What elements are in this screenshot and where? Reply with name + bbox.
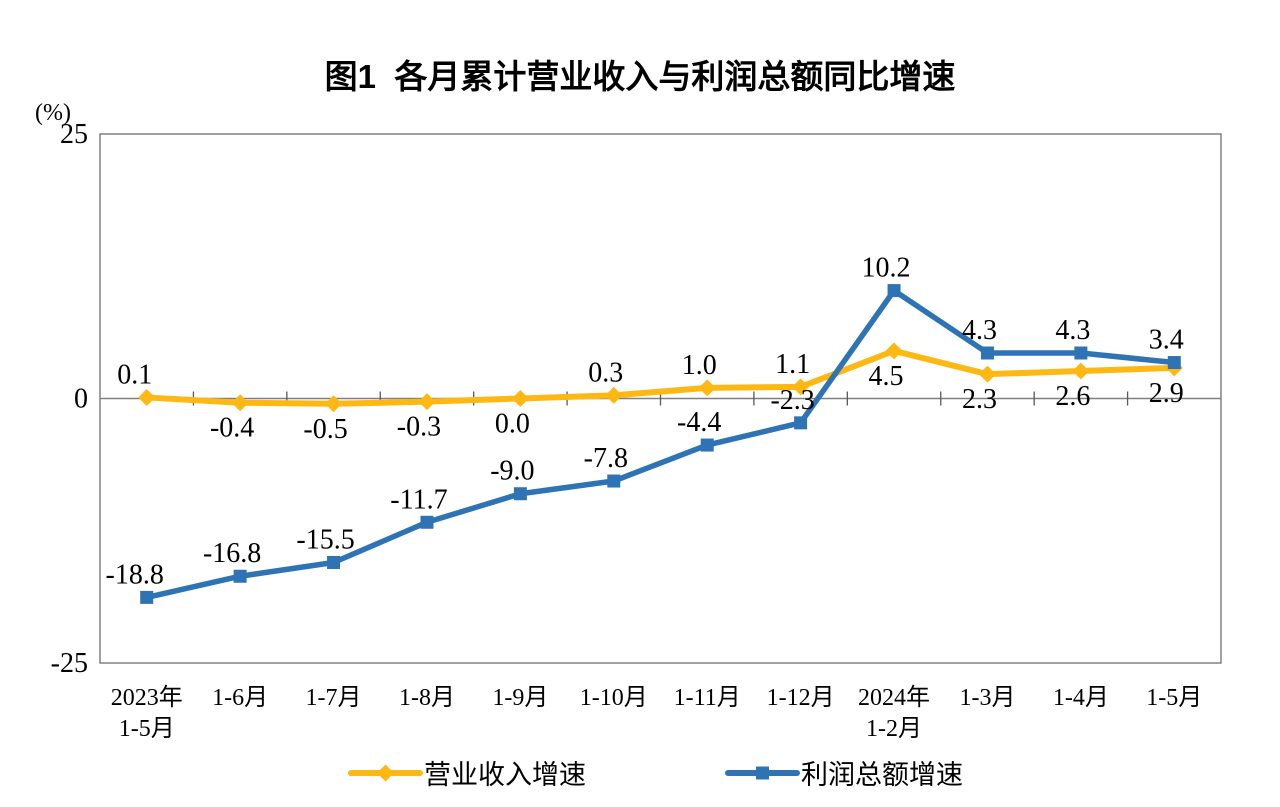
data-label: -2.3 [770,385,814,416]
data-point-marker-square [513,487,527,501]
x-axis-tick-label: 1-2月 [866,716,922,742]
x-axis-tick-label: 1-4月 [1053,685,1109,711]
y-axis-tick-label: -25 [51,648,88,679]
data-label: 4.5 [869,361,904,392]
data-point-marker-diamond [325,395,343,413]
data-label: 0.3 [588,357,623,388]
data-label: 2.6 [1055,381,1090,412]
data-point-marker-square [887,284,901,298]
chart-title: 图1 各月累计营业收入与利润总额同比增速 [324,58,956,95]
data-point-marker-diamond [511,390,529,407]
data-point-marker-square [327,555,341,569]
data-point-marker-diamond [605,386,623,404]
data-point-marker-square [420,515,434,529]
legend-marker-square [756,766,769,780]
legend-label: 营业收入增速 [424,760,586,790]
data-label: 4.3 [962,315,997,346]
x-axis-tick-label: 1-11月 [674,685,741,711]
y-axis-tick-label: 0 [74,384,88,415]
y-axis-unit-label: (%) [35,100,71,126]
data-label: 4.3 [1055,315,1090,346]
x-axis-tick-label: 2024年 [858,684,930,711]
data-label: -16.8 [203,538,261,569]
data-label: -0.5 [303,414,347,445]
data-label: 1.0 [682,350,717,381]
data-label: 0.1 [117,359,152,390]
x-axis-tick-label: 1-10月 [580,685,648,711]
data-label: -4.4 [677,407,721,438]
data-point-marker-diamond [792,378,810,396]
series-line-revenue [143,347,1178,407]
x-axis-tick-label: 2023年 [111,684,183,711]
data-point-marker-diamond [138,388,156,406]
data-label: -18.8 [106,559,164,590]
data-point-marker-square [1074,346,1088,360]
data-point-marker-diamond [231,394,249,412]
data-point-marker-square [700,438,714,452]
data-label: -7.8 [584,443,628,474]
legend-label: 利润总额增速 [801,760,963,790]
data-label: 2.3 [962,384,997,415]
data-point-marker-square [980,346,994,360]
data-point-marker-square [140,590,154,604]
data-label: 2.9 [1149,378,1184,409]
x-axis-tick-label: 1-12月 [767,685,835,711]
data-point-marker-diamond [978,365,996,383]
data-point-marker-square [794,416,808,430]
data-label: 3.4 [1149,325,1184,356]
data-label: -9.0 [490,456,534,487]
x-axis-tick-label: 1-6月 [212,685,268,711]
data-label: -15.5 [296,524,354,555]
series-line-profit [143,287,1178,601]
data-point-marker-diamond [698,379,716,397]
data-point-marker-square [1167,356,1181,370]
data-label: -11.7 [390,484,447,515]
x-axis-tick-label: 1-7月 [306,685,362,711]
data-point-marker-diamond [885,342,903,360]
data-point-marker-square [607,474,621,488]
data-label: -0.3 [397,412,441,443]
x-axis-tick-label: 1-3月 [959,685,1015,711]
data-label: 10.2 [862,253,911,284]
x-axis-tick-label: 1-5月 [1146,685,1202,711]
data-point-marker-square [233,569,247,583]
data-label: 1.1 [775,349,810,380]
x-axis-tick-label: 1-8月 [399,685,455,711]
x-axis-tick-label: 1-5月 [119,716,175,742]
data-label: -0.4 [210,413,254,444]
x-axis-tick-label: 1-9月 [492,685,548,711]
data-label: 0.0 [495,409,530,440]
data-point-marker-diamond [1072,362,1090,380]
data-point-marker-diamond [418,393,436,411]
y-axis-tick-label: 25 [60,119,88,150]
legend-marker-diamond [377,764,394,782]
